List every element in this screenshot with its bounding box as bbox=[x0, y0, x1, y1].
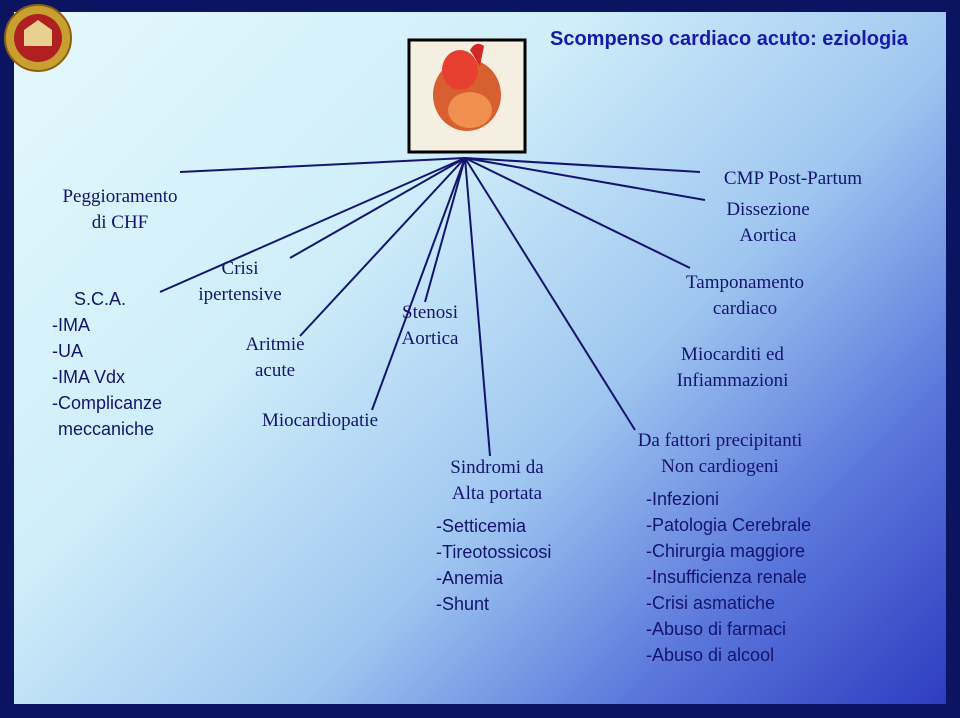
connector bbox=[464, 157, 491, 457]
node: Tamponamento cardiaco bbox=[660, 270, 830, 322]
connector bbox=[371, 157, 466, 411]
node-label: Non cardiogeni bbox=[661, 456, 779, 477]
node: Crisi ipertensive bbox=[190, 256, 290, 308]
node-item: -Abuso di farmaci bbox=[646, 619, 787, 639]
connector bbox=[464, 157, 701, 173]
node-label: CMP Post-Partum bbox=[723, 168, 863, 189]
node-label: meccaniche bbox=[58, 419, 155, 439]
node-item: -Shunt bbox=[436, 594, 490, 614]
node-item: -Insufficienza renale bbox=[646, 567, 807, 587]
node-label: Tamponamento bbox=[686, 272, 804, 293]
node: Dissezione Aortica bbox=[698, 197, 838, 249]
node-item: -Infezioni bbox=[646, 489, 720, 509]
node: CMP Post-Partum bbox=[698, 166, 888, 192]
node-item: -Anemia bbox=[436, 568, 504, 588]
node-label: Dissezione bbox=[726, 199, 810, 220]
node: Miocarditi ed Infiammazioni bbox=[655, 342, 810, 394]
connector bbox=[464, 157, 691, 269]
node-label: -IMA bbox=[52, 315, 90, 335]
connector bbox=[464, 157, 706, 201]
node-item: -Chirurgia maggiore bbox=[646, 541, 806, 561]
connector bbox=[159, 157, 466, 293]
node: Peggioramento di CHF bbox=[50, 184, 190, 236]
node-label: Miocarditi ed bbox=[681, 344, 784, 365]
node: Miocardiopatie bbox=[250, 408, 390, 434]
node-label: acute bbox=[254, 360, 296, 381]
node-label: -Complicanze bbox=[52, 393, 163, 413]
heart-image bbox=[407, 38, 527, 154]
node-label: Miocardiopatie bbox=[261, 410, 379, 431]
connector bbox=[179, 157, 466, 173]
node: S.C.A. -IMA -UA -IMA Vdx -Complicanze meccani… bbox=[52, 286, 182, 442]
node-label: -IMA Vdx bbox=[52, 367, 126, 387]
slide-title: Scompenso cardiaco acuto: eziologia bbox=[550, 28, 908, 50]
node-label: di CHF bbox=[91, 212, 149, 233]
node-label: Stenosi bbox=[402, 302, 458, 323]
node-item: -Tireotossicosi bbox=[436, 542, 552, 562]
logo bbox=[4, 4, 72, 72]
node-label: Crisi bbox=[221, 258, 259, 279]
node-label: Da fattori precipitanti bbox=[637, 430, 803, 451]
node-label: Aortica bbox=[739, 225, 797, 246]
node-label: Peggioramento bbox=[62, 186, 178, 207]
node: Stenosi Aortica bbox=[385, 300, 475, 352]
node-label: Sindromi da bbox=[450, 457, 544, 478]
connector bbox=[299, 157, 466, 337]
node-label: ipertensive bbox=[198, 284, 282, 305]
node-item: -Abuso di alcool bbox=[646, 645, 775, 665]
node-label: cardiaco bbox=[712, 298, 778, 319]
node-item: -Setticemia bbox=[436, 516, 527, 536]
connector bbox=[289, 157, 466, 259]
node-label: Aritmie bbox=[245, 334, 305, 355]
node-label: Alta portata bbox=[451, 483, 543, 504]
node-label: Infiammazioni bbox=[676, 370, 789, 391]
connector bbox=[424, 157, 466, 303]
connectors bbox=[159, 157, 706, 457]
connector bbox=[464, 157, 636, 431]
node-item: -Patologia Cerebrale bbox=[646, 515, 812, 535]
node: Sindromi da Alta portata -Setticemia -Tireo… bbox=[432, 455, 562, 617]
node-label: S.C.A. bbox=[74, 289, 127, 309]
node: Aritmie acute bbox=[225, 332, 325, 384]
node-label: -UA bbox=[52, 341, 83, 361]
node-item: -Crisi asmatiche bbox=[646, 593, 776, 613]
node: Da fattori precipitanti Non cardiogeni -In… bbox=[610, 428, 830, 668]
node-label: Aortica bbox=[401, 328, 459, 349]
